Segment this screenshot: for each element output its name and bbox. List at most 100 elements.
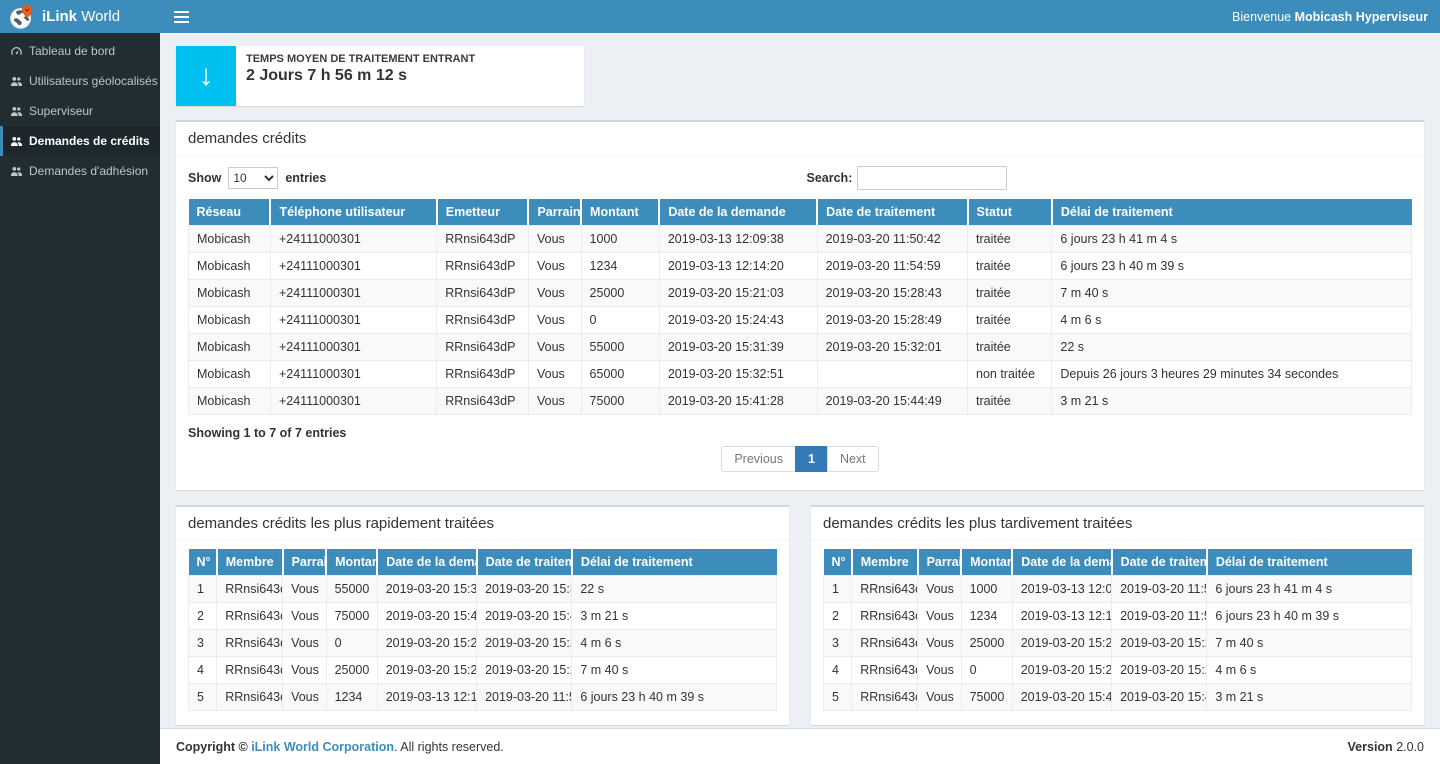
credits-table: Réseau Téléphone utilisateur Emetteur Parra…: [188, 199, 1412, 415]
arrow-down-icon: ↓: [176, 46, 236, 106]
column-header[interactable]: Date de la demande: [659, 199, 819, 226]
table-cell: +24111000301: [269, 360, 438, 388]
table-cell: 7 m 40 s: [1051, 279, 1412, 307]
sidebar-item-utilisateurs-g-olocalis-s[interactable]: Utilisateurs géolocalisés: [0, 66, 160, 96]
column-header[interactable]: Montant: [326, 549, 379, 576]
column-header[interactable]: Parrain: [917, 549, 963, 576]
table-cell: Depuis 26 jours 3 heures 29 minutes 34 s…: [1051, 360, 1412, 388]
users-icon: [10, 135, 23, 148]
sidebar-item-superviseur[interactable]: Superviseur: [0, 96, 160, 126]
table-cell: Vous: [917, 683, 962, 711]
latest-panel-title: demandes crédits les plus tardivement tr…: [811, 507, 1424, 541]
table-row: Mobicash +24111000301 RRnsi643dP Vous 1234 20…: [188, 252, 1412, 280]
table-cell: RRnsi643dP: [851, 656, 919, 684]
table-filter: Search:: [794, 166, 1413, 190]
sidebar-menu: Tableau de bord Utilisateurs géolocalisés…: [0, 33, 160, 186]
column-header[interactable]: Délai de traitement: [1206, 549, 1412, 576]
column-header[interactable]: Montant: [961, 549, 1014, 576]
brand-logo[interactable]: iLink World: [0, 0, 160, 33]
credits-panel: demandes crédits Show 10 entries Search:…: [176, 120, 1424, 490]
table-row: Mobicash +24111000301 RRnsi643dP Vous 55000 2…: [188, 333, 1412, 361]
table-cell: 2019-03-20 15:32:51: [658, 360, 818, 388]
table-cell: 22 s: [571, 575, 777, 603]
table-cell: 0: [960, 656, 1013, 684]
page-length-select[interactable]: 10: [228, 167, 279, 189]
column-header[interactable]: Emetteur: [436, 199, 530, 226]
column-header[interactable]: Montant: [581, 199, 661, 226]
table-cell: 2019-03-20 15:32:01: [816, 333, 969, 361]
page-1-button[interactable]: 1: [794, 446, 828, 472]
table-cell: 3 m 21 s: [1051, 387, 1412, 415]
brand-name: iLink World: [42, 8, 121, 25]
users-icon: [10, 105, 23, 118]
table-cell: Vous: [282, 656, 327, 684]
table-cell: 4: [187, 656, 218, 684]
column-header[interactable]: Parrain: [282, 549, 328, 576]
table-cell: 2019-03-20 11:54:59: [476, 683, 573, 711]
copyright-text: Copyright © iLink World Corporation. All…: [176, 739, 504, 754]
column-header[interactable]: Date de la demande: [377, 549, 478, 576]
table-row: 4RRnsi643dPVous02019-03-20 15:24:432019-…: [822, 656, 1412, 684]
search-input[interactable]: [857, 166, 1008, 190]
column-header[interactable]: Statut: [967, 199, 1053, 226]
table-cell: 2019-03-20 15:41:28: [658, 387, 818, 415]
table-cell: 2019-03-13 12:14:20: [1011, 602, 1113, 630]
column-header[interactable]: Date de traitement: [1111, 549, 1208, 576]
column-header[interactable]: N°: [823, 549, 853, 576]
table-cell: 2019-03-20 15:28:49: [1111, 656, 1208, 684]
table-cell: 1000: [580, 225, 660, 253]
table-row: Mobicash +24111000301 RRnsi643dP Vous 65000 2…: [188, 360, 1412, 388]
table-cell: Mobicash: [188, 279, 271, 307]
column-header[interactable]: Membre: [851, 549, 919, 576]
column-header[interactable]: Réseau: [188, 199, 272, 226]
show-label: Show: [188, 171, 222, 185]
table-cell: 75000: [960, 683, 1013, 711]
entries-label: entries: [285, 171, 327, 185]
table-cell: 3 m 21 s: [571, 602, 777, 630]
column-header[interactable]: Date de la demande: [1012, 549, 1113, 576]
table-cell: 6 jours 23 h 40 m 39 s: [1051, 252, 1412, 280]
menu-toggle-icon[interactable]: [172, 7, 191, 27]
next-page-button[interactable]: Next: [826, 446, 879, 472]
column-header[interactable]: Délai de traitement: [571, 549, 777, 576]
table-cell: 2019-03-20 11:50:42: [816, 225, 969, 253]
sidebar-item-demandes-de-cr-dits[interactable]: Demandes de crédits: [0, 126, 160, 156]
users-icon: [10, 165, 23, 178]
table-cell: 2019-03-20 15:21:03: [658, 279, 818, 307]
column-header[interactable]: Membre: [216, 549, 284, 576]
sidebar-item-tableau-de-bord[interactable]: Tableau de bord: [0, 36, 160, 66]
table-cell: 3: [822, 629, 853, 657]
table-cell: 1234: [960, 602, 1013, 630]
column-header[interactable]: N°: [188, 549, 218, 576]
previous-page-button[interactable]: Previous: [721, 446, 796, 472]
table-cell: +24111000301: [269, 387, 438, 415]
avg-processing-time-card: ↓ TEMPS MOYEN DE TRAITEMENT ENTRANT 2 Jo…: [176, 46, 584, 106]
column-header[interactable]: Parrain: [528, 199, 583, 226]
topbar: Bienvenue Mobicash Hyperviseur: [160, 0, 1440, 33]
table-cell: traitée: [966, 252, 1053, 280]
sidebar-item-label: Tableau de bord: [29, 44, 116, 58]
table-cell: +24111000301: [269, 333, 438, 361]
dashboard-icon: [10, 45, 23, 58]
globe-pin-logo-icon: [9, 4, 35, 30]
table-cell: 0: [325, 629, 378, 657]
column-header[interactable]: Délai de traitement: [1051, 199, 1412, 226]
version-text: Version 2.0.0: [1347, 739, 1424, 754]
company-link[interactable]: iLink World Corporation: [251, 739, 395, 754]
table-cell: Vous: [917, 575, 962, 603]
table-cell: 2019-03-20 15:41:28: [1011, 683, 1113, 711]
table-cell: 2019-03-13 12:14:20: [376, 683, 478, 711]
table-cell: 6 jours 23 h 41 m 4 s: [1051, 225, 1412, 253]
table-header-row: N°MembreParrainMontantDate de la demande…: [823, 549, 1412, 576]
table-cell: 4 m 6 s: [571, 629, 777, 657]
column-header[interactable]: Date de traitement: [476, 549, 573, 576]
table-row: 3RRnsi643dPVous02019-03-20 15:24:432019-…: [187, 629, 777, 657]
sidebar-item-demandes-d-adh-sion[interactable]: Demandes d'adhésion: [0, 156, 160, 186]
table-cell: Vous: [282, 602, 327, 630]
column-header[interactable]: Date de traitement: [817, 199, 969, 226]
table-cell: 1234: [580, 252, 660, 280]
table-cell: RRnsi643dP: [436, 252, 529, 280]
column-header[interactable]: Téléphone utilisateur: [270, 199, 438, 226]
table-cell: 6 jours 23 h 40 m 39 s: [571, 683, 777, 711]
